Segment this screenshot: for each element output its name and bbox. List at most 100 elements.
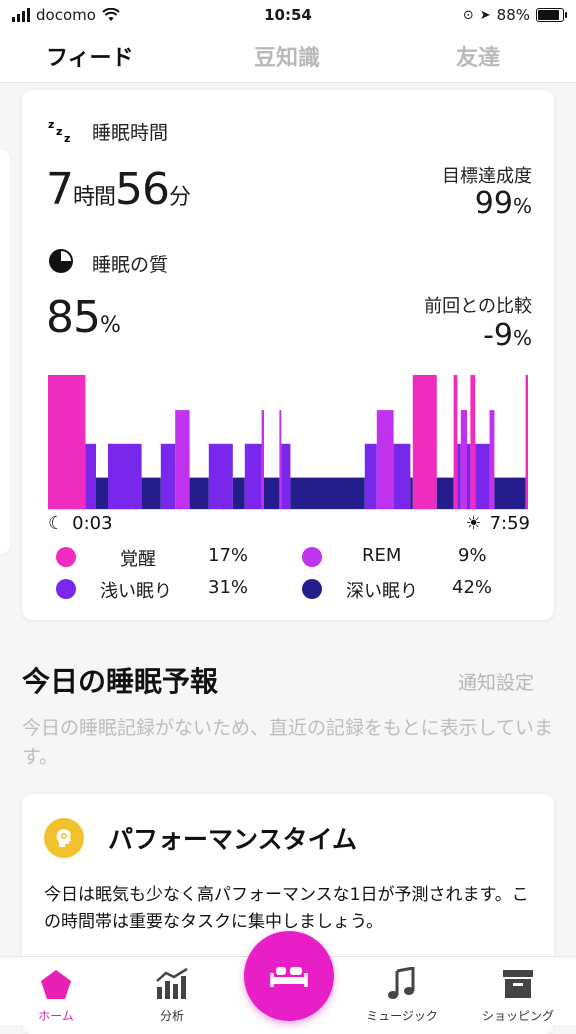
quality-value: 85%: [46, 292, 121, 343]
nav-analysis-label: 分析: [159, 1009, 184, 1023]
sleep-stage-chart: [48, 375, 528, 510]
duration-label: 睡眠時間: [92, 122, 169, 144]
sleep-stage-bar: [261, 410, 264, 510]
legend-rem-value: 9%: [458, 545, 487, 566]
sleep-hours: 7: [46, 164, 74, 215]
carrier-label: docomo: [36, 6, 96, 24]
quality-label: 睡眠の質: [92, 254, 169, 276]
bar-chart-icon: [156, 967, 188, 999]
sleep-stage-bar: [453, 375, 458, 510]
sleep-stage-bar: [160, 443, 176, 510]
minutes-unit: 分: [169, 185, 191, 210]
sleep-stage-bar: [208, 443, 233, 510]
zzz-icon: z z z: [48, 118, 70, 144]
status-left: docomo: [12, 6, 120, 24]
nav-music-label: ミュージック: [366, 1009, 438, 1023]
sleep-stage-bar: [436, 477, 454, 510]
svg-text:z: z: [48, 118, 54, 131]
end-time-label: 7:59: [489, 513, 530, 534]
sleep-stage-bar: [489, 410, 495, 510]
sleep-stage-bar: [457, 443, 461, 510]
sleep-stage-bar: [525, 375, 528, 510]
status-bar: docomo 10:54 ⊙ ➤ 88%: [0, 0, 576, 32]
location-icon: ➤: [479, 7, 491, 23]
sleep-stage-bar: [48, 375, 86, 510]
svg-text:z: z: [64, 132, 70, 144]
quality-unit: %: [100, 313, 121, 338]
status-time: 10:54: [264, 6, 312, 24]
sleep-stage-bar: [141, 477, 161, 510]
sun-icon: ☀: [465, 513, 482, 534]
nav-home-label: ホーム: [38, 1009, 74, 1023]
sleep-stage-bar: [279, 410, 282, 510]
legend-light-value: 31%: [208, 577, 249, 598]
tab-friends[interactable]: 友達: [456, 46, 501, 71]
sleep-stage-bar: [281, 443, 291, 510]
goal-unit: %: [512, 194, 532, 218]
sleep-start-button[interactable]: [244, 931, 334, 1021]
rem-color-dot: [302, 547, 322, 567]
sleep-stage-bar: [393, 443, 411, 510]
legend-awake-name: 覚醒: [120, 549, 156, 570]
wifi-icon: [102, 8, 120, 21]
nav-analysis[interactable]: 分析: [122, 957, 222, 1025]
performance-title: パフォーマンスタイム: [108, 825, 358, 854]
chart-start-time: ☾ 0:03: [48, 513, 113, 534]
status-right: ⊙ ➤ 88%: [462, 6, 567, 24]
sleep-summary-card[interactable]: z z z 睡眠時間 7時間56分 目標達成度 99% 睡眠の質 85% 前回と…: [22, 90, 554, 620]
sleep-duration-value: 7時間56分: [46, 164, 191, 215]
forecast-note: 今日の睡眠記録がないため、直近の記録をもとに表示しています。: [22, 717, 554, 768]
sleep-stage-bar: [467, 443, 471, 510]
sleep-stage-bar: [364, 443, 377, 510]
sleep-minutes: 56: [115, 164, 170, 215]
deep-sleep-color-dot: [302, 579, 322, 599]
signal-icon: [12, 8, 30, 22]
shopping-box-icon: [503, 970, 533, 998]
nav-home[interactable]: ホーム: [6, 957, 106, 1025]
compare-number: -9: [483, 318, 513, 353]
hours-unit: 時間: [73, 185, 116, 210]
goal-number: 99: [474, 186, 513, 221]
sleep-stage-bar: [494, 477, 526, 510]
forecast-title: 今日の睡眠予報: [22, 665, 219, 698]
top-tabs: フィード 豆知識 友達: [0, 32, 576, 83]
nav-shopping[interactable]: ショッピング: [468, 957, 568, 1025]
legend-deep-value: 42%: [452, 577, 493, 598]
light-sleep-color-dot: [56, 579, 76, 599]
performance-description: 今日は眠気も少なく高パフォーマンスな1日が予測されます。この時間帯は重要なタスク…: [44, 885, 529, 932]
sleep-stage-bar: [96, 477, 108, 510]
moon-icon: ☾: [48, 513, 65, 534]
head-icon: [44, 818, 84, 858]
sleep-stage-bar: [232, 477, 245, 510]
legend-deep-name: 深い眠り: [346, 581, 418, 602]
tab-trivia[interactable]: 豆知識: [254, 46, 321, 71]
legend-row-1: 覚醒 17% REM 9%: [56, 545, 536, 573]
sleep-stage-bar: [175, 410, 190, 510]
sleep-stage-bar: [470, 375, 476, 510]
sleep-stage-bar: [475, 443, 490, 510]
awake-color-dot: [56, 547, 76, 567]
tab-feed[interactable]: フィード: [46, 46, 134, 71]
quality-number: 85: [46, 292, 101, 343]
sleep-stage-bar: [189, 477, 209, 510]
goal-label: 目標達成度: [442, 166, 532, 187]
start-time-label: 0:03: [72, 513, 113, 534]
home-icon: [41, 970, 71, 999]
notification-settings-link[interactable]: 通知設定: [457, 672, 534, 694]
compare-value: -9%: [483, 318, 532, 353]
compare-label: 前回との比較: [424, 296, 532, 317]
sleep-stage-bar: [85, 443, 96, 510]
sleep-stage-bar: [376, 410, 394, 510]
sleep-stage-bar: [410, 477, 413, 510]
sleep-stage-bar: [108, 443, 142, 510]
pie-chart-icon: [49, 249, 73, 273]
rotation-lock-icon: ⊙: [462, 7, 474, 23]
battery-label: 88%: [496, 6, 530, 24]
nav-music[interactable]: ミュージック: [352, 957, 452, 1025]
bed-icon: [270, 967, 308, 987]
legend-rem-name: REM: [362, 545, 402, 566]
goal-value: 99%: [475, 186, 532, 221]
sleep-stage-bar: [460, 410, 467, 510]
legend-awake-value: 17%: [208, 545, 249, 566]
side-card-peek[interactable]: [0, 150, 10, 554]
